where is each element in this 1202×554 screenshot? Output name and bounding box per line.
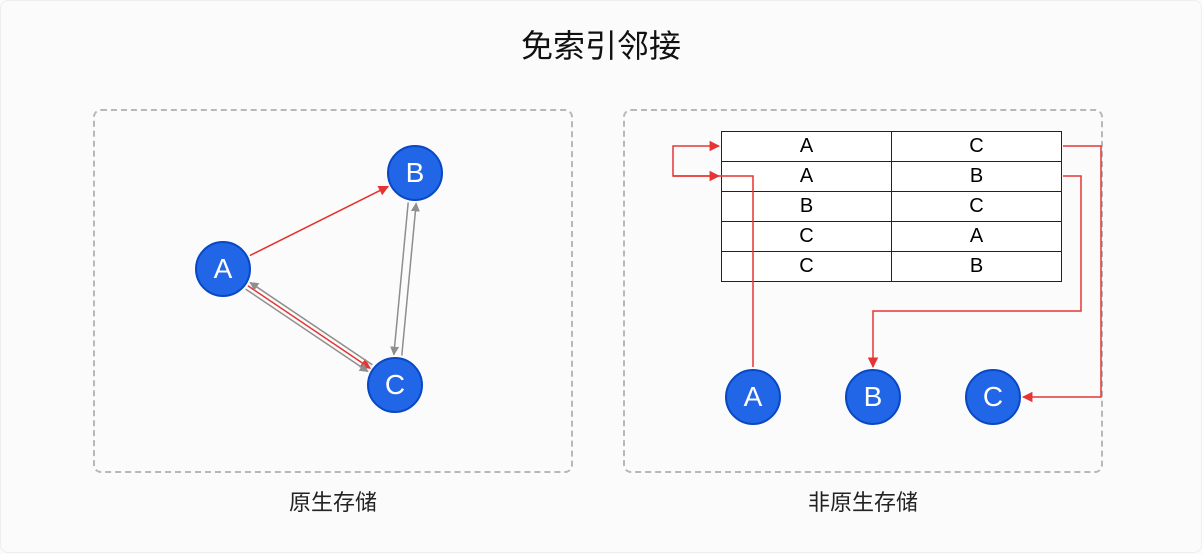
table-row: AC (722, 132, 1062, 162)
graph-node-C2: C (965, 369, 1021, 425)
left-panel (93, 109, 573, 473)
table-row: CB (722, 252, 1062, 282)
table-cell: B (892, 252, 1062, 282)
graph-node-C: C (367, 357, 423, 413)
table-cell: B (892, 162, 1062, 192)
left-caption: 原生存储 (289, 485, 377, 517)
table-cell: C (892, 132, 1062, 162)
table-cell: C (722, 252, 892, 282)
graph-node-B: B (387, 145, 443, 201)
table-cell: C (722, 222, 892, 252)
table-cell: B (722, 192, 892, 222)
adjacency-table: ACABBCCACB (721, 131, 1062, 282)
right-caption: 非原生存储 (808, 485, 918, 517)
graph-node-B2: B (845, 369, 901, 425)
graph-node-A2: A (725, 369, 781, 425)
table-row: AB (722, 162, 1062, 192)
table-cell: A (722, 132, 892, 162)
table-cell: A (722, 162, 892, 192)
table-cell: A (892, 222, 1062, 252)
diagram-title: 免索引邻接 (1, 1, 1201, 67)
table-row: CA (722, 222, 1062, 252)
graph-node-A: A (195, 241, 251, 297)
table-row: BC (722, 192, 1062, 222)
table-cell: C (892, 192, 1062, 222)
